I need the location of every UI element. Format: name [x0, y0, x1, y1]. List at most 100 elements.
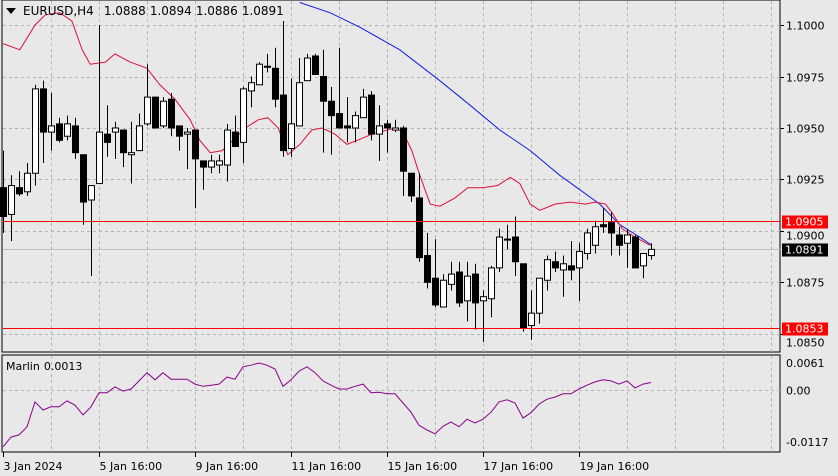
indicator-value: 0.0013: [43, 360, 83, 373]
candle: [240, 86, 247, 163]
candle: [48, 93, 55, 151]
candle: [616, 226, 623, 256]
candle: [456, 261, 463, 307]
candle-body: [72, 125, 79, 154]
candle-body: [592, 226, 599, 246]
candle: [512, 216, 519, 277]
candle-body: [56, 123, 63, 141]
candle-body: [464, 275, 471, 302]
price-axis-label: 1.1000: [786, 20, 825, 33]
candle-body: [568, 265, 575, 271]
candle-body: [584, 232, 591, 254]
dropdown-triangle-icon[interactable]: [6, 8, 16, 14]
candle: [552, 251, 559, 273]
close-value: 1.0891: [241, 4, 284, 18]
candle: [184, 127, 191, 170]
candle-body: [352, 115, 359, 129]
candle: [96, 25, 103, 185]
candle-body: [64, 123, 71, 137]
indicator-axis-label: 0.00: [786, 385, 811, 398]
candle-body: [288, 123, 295, 150]
time-axis-label: 5 Jan 16:00: [100, 460, 163, 473]
candle-body: [152, 96, 159, 129]
candle-body: [408, 172, 415, 197]
candle-body: [328, 100, 335, 117]
candle-body: [520, 263, 527, 329]
candle-body: [528, 312, 535, 327]
candle: [648, 243, 655, 260]
candle-body: [576, 250, 583, 269]
candle-body: [368, 94, 375, 135]
candle: [320, 49, 327, 153]
candle: [256, 62, 263, 86]
candle: [160, 97, 167, 128]
candle: [56, 117, 63, 143]
price-axis-label: 1.0975: [786, 72, 825, 85]
indicator-panel[interactable]: [1, 354, 781, 453]
candle: [360, 88, 367, 119]
candle-body: [40, 88, 47, 133]
candle: [600, 208, 607, 233]
candle-body: [48, 125, 55, 133]
low-value: 1.0886: [195, 4, 238, 18]
candle-body: [456, 271, 463, 304]
candle-body: [32, 88, 39, 174]
candle-body: [552, 261, 559, 269]
candle: [488, 265, 495, 318]
candle-body: [632, 236, 639, 269]
candle-body: [184, 131, 191, 135]
candle-body: [448, 273, 455, 285]
time-axis-label: 15 Jan 16:00: [388, 460, 458, 473]
candle-body: [88, 185, 95, 201]
candle: [280, 20, 287, 157]
candle: [528, 290, 535, 340]
candle-body: [376, 125, 383, 135]
candle-body: [312, 55, 319, 75]
candle: [264, 53, 271, 73]
main-panel[interactable]: [1, 0, 781, 353]
candle-body: [544, 259, 551, 281]
candle-body: [248, 82, 255, 92]
candle: [248, 76, 255, 108]
candle: [232, 115, 239, 148]
candle-body: [536, 277, 543, 314]
open-value: 1.0888: [103, 4, 146, 18]
candle: [608, 212, 615, 256]
chart-header: EURUSD,H4 1.0888 1.0894 1.0886 1.0891: [6, 4, 284, 18]
time-axis-label: 17 Jan 16:00: [484, 460, 554, 473]
candle: [424, 232, 431, 289]
price-axis-label: 1.0850: [786, 337, 825, 350]
candle: [64, 115, 71, 141]
candle-body: [424, 255, 431, 283]
candle: [40, 80, 47, 163]
indicator-axis-label: 0.0061: [786, 357, 825, 370]
candle: [440, 274, 447, 308]
candle: [384, 119, 391, 153]
price-axis-label: 1.0900: [786, 230, 825, 243]
candle: [272, 47, 279, 108]
candle-body: [224, 129, 231, 166]
candle-body: [216, 160, 223, 166]
candle-body: [384, 123, 391, 129]
candle-body: [264, 65, 271, 68]
candle-body: [440, 279, 447, 308]
candle: [392, 119, 399, 133]
candle-body: [640, 252, 647, 267]
candle-body: [232, 131, 239, 148]
candle: [152, 96, 159, 129]
candle: [192, 129, 199, 209]
candle: [416, 173, 423, 262]
candle-body: [416, 197, 423, 259]
candle-body: [512, 236, 519, 263]
candle-body: [0, 187, 7, 217]
candle: [80, 154, 87, 225]
candle-body: [504, 238, 511, 241]
candle-body: [112, 127, 119, 133]
candle-body: [496, 236, 503, 269]
candle: [336, 47, 343, 129]
candle-body: [16, 187, 23, 195]
candle: [208, 154, 215, 174]
candle: [16, 171, 23, 196]
candle: [544, 255, 551, 291]
